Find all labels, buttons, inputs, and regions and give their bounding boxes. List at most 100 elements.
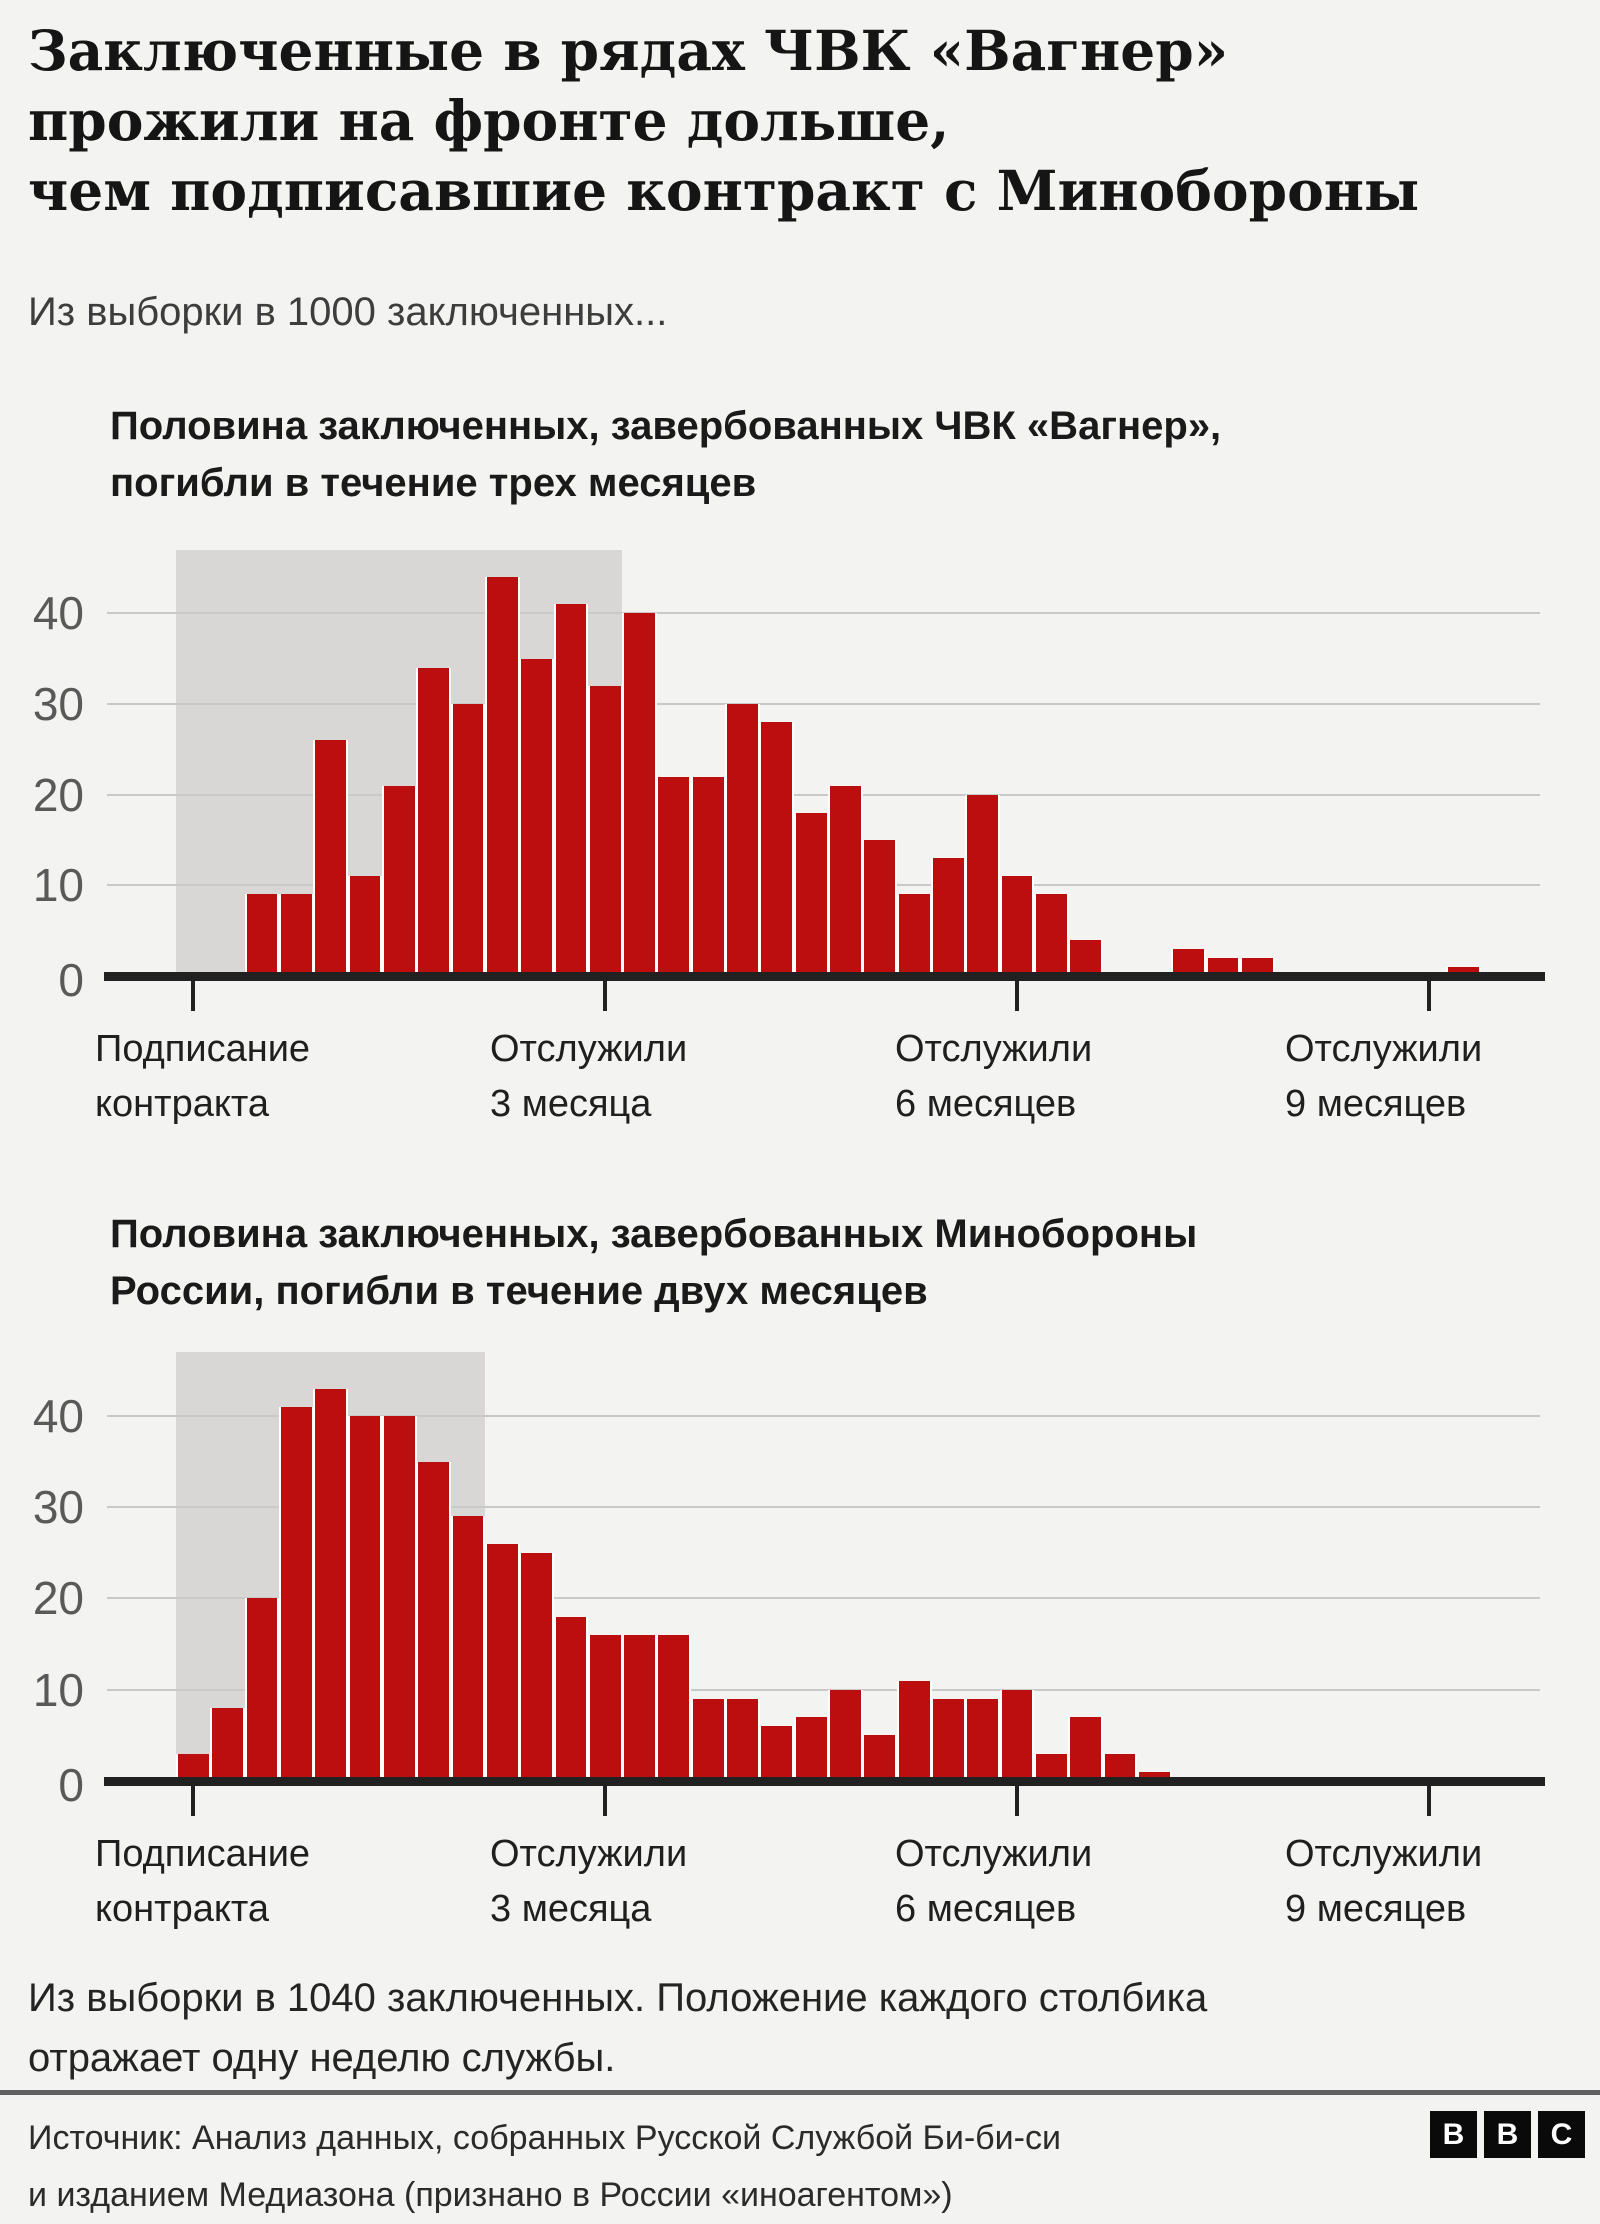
x-tick-label-3-line-2: 9 месяцев <box>1285 1888 1467 1930</box>
x-tick-label-1-line-2: 3 месяца <box>490 1083 652 1125</box>
bar-week-5-value-26 <box>313 740 349 976</box>
y-gridline-40 <box>107 1414 1540 1417</box>
bar-week-9-value-29 <box>450 1516 486 1781</box>
chart-wagner-title-line-1: Половина заключенных, завербованных ЧВК … <box>110 404 1222 448</box>
bbc-logo-block-b1: B <box>1430 2111 1477 2158</box>
bbc-logo: B B C <box>1430 2111 1590 2158</box>
bar-week-4-value-9 <box>278 894 314 976</box>
page-title-line-1: Заключенные в рядах ЧВК «Вагнер» <box>28 18 1229 83</box>
bar-week-24-value-9 <box>965 1698 1001 1781</box>
x-tick-label-1-line-2: 3 месяца <box>490 1888 652 1930</box>
chart-footnote: Из выборки в 1040 заключенных. Положение… <box>28 1968 1207 2088</box>
y-axis-label-40: 40 <box>32 587 84 640</box>
bar-week-11-value-25 <box>519 1552 554 1781</box>
x-tick-label-0: Подписание контракта <box>95 1022 310 1132</box>
x-tick-label-1-line-1: Отслужили <box>490 1833 688 1875</box>
y-axis-label-10: 10 <box>32 859 84 912</box>
y-axis-label-30: 30 <box>32 678 84 731</box>
bar-week-14-value-16 <box>622 1634 657 1781</box>
x-axis-line <box>104 972 1545 981</box>
bar-week-19-value-18 <box>793 812 829 976</box>
bar-week-18-value-28 <box>759 722 795 976</box>
bar-week-25-value-10 <box>999 1689 1035 1781</box>
page-title: Заключенные в рядах ЧВК «Вагнер» прожили… <box>28 16 1419 226</box>
bar-week-10-value-26 <box>484 1543 520 1781</box>
bar-week-5-value-43 <box>313 1388 349 1781</box>
bar-week-17-value-30 <box>725 704 760 976</box>
x-tick-2 <box>1014 1786 1019 1816</box>
bar-week-7-value-21 <box>381 785 417 976</box>
bar-week-2-value-8 <box>210 1707 246 1781</box>
x-tick-label-2-line-2: 6 месяцев <box>895 1083 1077 1125</box>
y-gridline-20 <box>107 793 1540 796</box>
bbc-logo-block-c: C <box>1538 2111 1585 2158</box>
y-gridline-40 <box>107 612 1540 615</box>
x-tick-label-3-line-2: 9 месяцев <box>1285 1083 1467 1125</box>
x-tick-1 <box>603 1786 607 1816</box>
bar-week-6-value-11 <box>347 876 383 976</box>
y-axis-label-40: 40 <box>32 1389 84 1442</box>
x-tick-label-3-line-1: Отслужили <box>1285 1833 1483 1875</box>
bar-week-20-value-10 <box>828 1689 863 1781</box>
bar-week-26-value-9 <box>1034 894 1069 976</box>
bar-week-27-value-7 <box>1068 1717 1104 1781</box>
chart-footnote-line-2: отражает одну неделю службы. <box>28 2036 616 2080</box>
page-title-line-3: чем подписавшие контракт с Минобороны <box>28 158 1420 223</box>
bar-week-8-value-35 <box>416 1461 452 1781</box>
x-tick-label-0: Подписание контракта <box>95 1827 310 1937</box>
bar-week-15-value-22 <box>656 776 692 976</box>
bar-week-31-value-2 <box>1205 957 1241 976</box>
x-tick-label-2: Отслужили 6 месяцев <box>895 1827 1092 1937</box>
x-tick-label-2-line-1: Отслужили <box>895 1833 1093 1875</box>
y-gridline-10 <box>107 1688 1540 1691</box>
x-tick-label-2-line-2: 6 месяцев <box>895 1888 1077 1930</box>
y-axis-label-10: 10 <box>32 1663 84 1716</box>
bar-week-1-value-3 <box>176 1753 211 1781</box>
y-axis-label-0: 0 <box>58 1759 84 1811</box>
bar-week-28-value-3 <box>1102 1753 1138 1781</box>
bar-week-3-value-20 <box>244 1598 280 1781</box>
bar-week-20-value-21 <box>828 785 863 976</box>
y-gridline-30 <box>107 1506 1540 1509</box>
x-tick-label-2: Отслужили 6 месяцев <box>895 1022 1092 1132</box>
chart-wagner-title-line-2: погибли в течение трех месяцев <box>110 461 757 505</box>
x-tick-label-3: Отслужили 9 месяцев <box>1285 1827 1482 1937</box>
x-tick-label-2-line-1: Отслужили <box>895 1028 1093 1070</box>
bar-week-10-value-44 <box>484 577 520 976</box>
bar-week-4-value-41 <box>278 1406 314 1781</box>
x-tick-label-3-line-1: Отслужили <box>1285 1028 1483 1070</box>
x-tick-3 <box>1426 981 1431 1011</box>
x-tick-1 <box>603 981 607 1011</box>
bar-week-9-value-30 <box>450 704 486 976</box>
bar-week-11-value-35 <box>519 658 554 976</box>
y-axis-label-20: 20 <box>32 768 84 821</box>
bar-week-12-value-41 <box>553 604 589 976</box>
bar-week-3-value-9 <box>244 894 280 976</box>
bar-week-22-value-11 <box>896 1680 932 1781</box>
bar-week-12-value-18 <box>553 1616 589 1781</box>
chart-mod-title-line-2: России, погибли в течение двух месяцев <box>110 1269 928 1313</box>
chart-mod-title: Половина заключенных, завербованных Мино… <box>110 1206 1197 1320</box>
x-tick-label-3: Отслужили 9 месяцев <box>1285 1022 1482 1132</box>
bar-week-15-value-16 <box>656 1634 692 1781</box>
bar-week-38-value-1 <box>1445 966 1481 976</box>
x-tick-label-0-line-1: Подписание <box>95 1028 311 1070</box>
y-gridline-20 <box>107 1597 1540 1600</box>
x-tick-0 <box>191 1786 196 1816</box>
x-tick-0 <box>191 981 196 1011</box>
source-attribution: Источник: Анализ данных, собранных Русск… <box>28 2110 1061 2224</box>
y-axis-label-0: 0 <box>58 954 84 1006</box>
bar-week-26-value-3 <box>1034 1753 1069 1781</box>
page-title-line-2: прожили на фронте дольше, <box>28 88 950 153</box>
bar-week-30-value-3 <box>1171 948 1207 976</box>
bar-week-21-value-15 <box>862 840 898 976</box>
footer-divider <box>0 2090 1600 2095</box>
chart-footnote-line-1: Из выборки в 1040 заключенных. Положение… <box>28 1976 1208 2020</box>
x-tick-label-0-line-1: Подписание <box>95 1833 311 1875</box>
x-tick-label-0-line-2: контракта <box>95 1888 270 1930</box>
bar-week-24-value-20 <box>965 794 1001 976</box>
bar-week-22-value-9 <box>896 894 932 976</box>
bar-week-21-value-5 <box>862 1735 898 1781</box>
